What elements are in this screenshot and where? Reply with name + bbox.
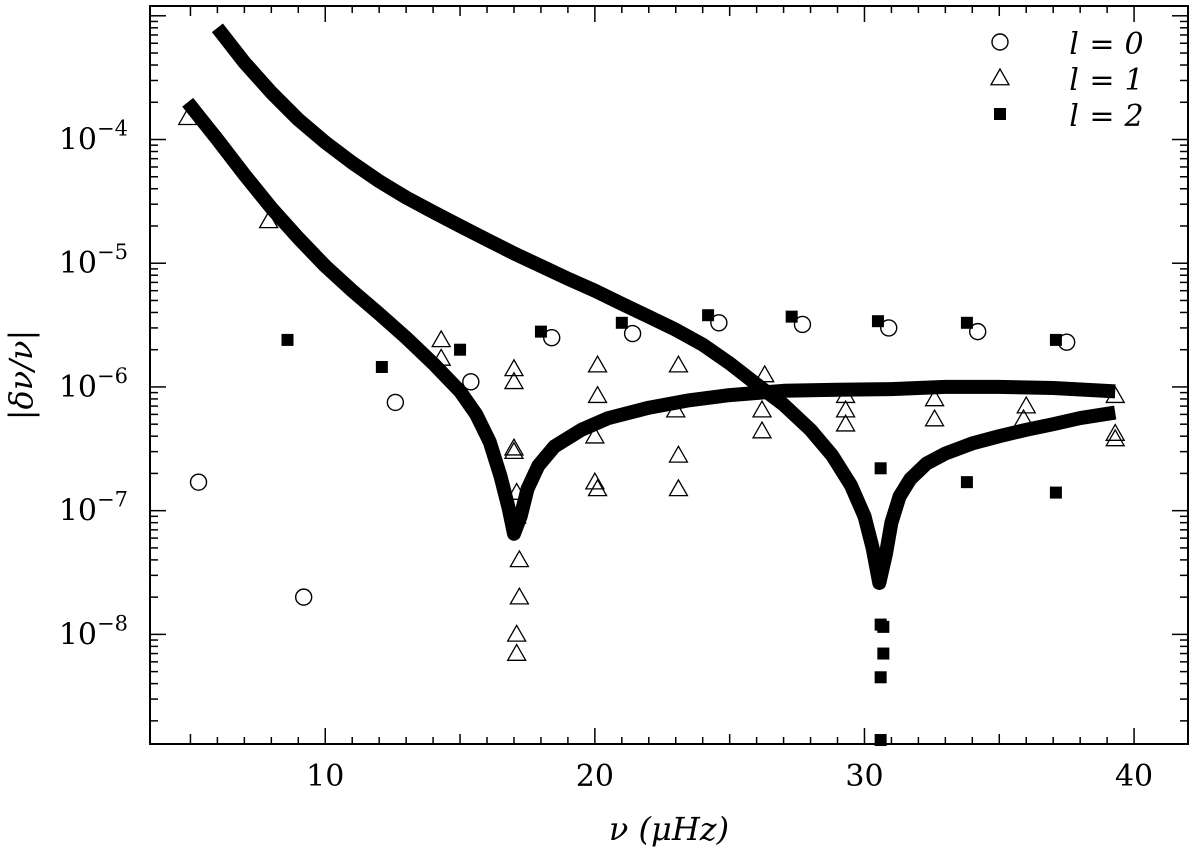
y-tick-label: 10−4 (59, 117, 128, 158)
x-tick-label: 30 (845, 759, 883, 794)
series-2-point-2 (454, 343, 467, 356)
series-1-point-0 (177, 107, 198, 126)
series-1-point-31 (1016, 395, 1037, 414)
series-1-point-22 (668, 478, 689, 497)
model-curve-1 (211, 23, 1117, 590)
series-0-point-1 (294, 588, 313, 606)
legend-var-2: l (1069, 99, 1079, 134)
series-1-point-24 (751, 399, 773, 418)
series-1-point-21 (668, 445, 689, 463)
y-tick-label: 10−7 (59, 488, 128, 529)
series-2-point-11 (877, 647, 890, 660)
series-1-point-1 (258, 210, 279, 229)
series-0-point-0 (189, 473, 208, 491)
series-0-point-7 (793, 315, 812, 334)
data-markers (177, 107, 1126, 747)
series-2-point-5 (702, 309, 715, 322)
series-2-point-1 (375, 360, 388, 373)
legend-eq-0: = (1089, 27, 1114, 62)
series-0-point-5 (623, 324, 642, 343)
series-1-point-30 (924, 408, 945, 427)
series-1-point-35 (1105, 428, 1126, 447)
series-1-point-29 (924, 388, 945, 407)
series-1-point-16 (584, 425, 605, 444)
y-axis-label: |δν/ν| (2, 330, 40, 421)
series-0-point-9 (969, 322, 987, 341)
series-1-point-11 (509, 586, 530, 605)
x-tick-label: 10 (306, 759, 344, 794)
series-2-point-4 (615, 316, 628, 329)
series-1-point-6 (503, 437, 525, 456)
series-1-point-26 (835, 385, 856, 404)
series-2-point-0 (281, 333, 294, 346)
legend-eq-1: = (1089, 63, 1114, 98)
series-1-point-2 (431, 329, 452, 348)
series-1-point-10 (509, 549, 530, 568)
series-2-point-14 (960, 316, 973, 329)
series-2-point-16 (1049, 333, 1062, 346)
series-1-point-19 (668, 354, 689, 373)
series-2-point-15 (960, 476, 973, 489)
series-1-point-23 (754, 364, 775, 383)
series-2-point-7 (871, 315, 884, 328)
series-1-point-14 (587, 354, 608, 373)
series-0-point-8 (880, 319, 898, 337)
series-2-point-17 (1049, 486, 1062, 499)
series-1-point-27 (835, 399, 856, 418)
legend-eq-2: = (1089, 99, 1114, 134)
axis-ticks (150, 6, 1188, 744)
y-tick-label: 10−6 (59, 364, 128, 405)
model-curve-2 (182, 97, 1116, 541)
series-2-point-12 (874, 671, 887, 684)
y-tick-label: 10−5 (59, 240, 128, 281)
series-1-point-8 (506, 482, 527, 500)
series-1-point-34 (1105, 423, 1126, 441)
series-1-point-5 (503, 371, 525, 390)
model-curves (182, 23, 1117, 590)
legend-marker-0 (991, 33, 1009, 51)
legend-marker-2 (994, 108, 1006, 120)
legend-var-0: l (1069, 27, 1079, 62)
legend-var-1: l (1069, 63, 1079, 98)
series-1-point-15 (587, 385, 608, 404)
series-1-point-9 (506, 506, 527, 524)
series-1-point-28 (835, 413, 856, 432)
series-0-point-4 (543, 329, 561, 347)
series-0-point-6 (710, 314, 728, 332)
x-tick-label: 20 (576, 759, 614, 794)
x-axis-label: ν (μHz) (609, 810, 729, 848)
series-1-point-7 (503, 441, 525, 460)
plot-frame (149, 5, 1189, 745)
series-1-point-18 (587, 478, 608, 497)
legend-marker-1 (989, 67, 1011, 86)
series-1-point-3 (431, 348, 452, 366)
series-2-point-10 (877, 620, 890, 633)
series-1-point-33 (1105, 385, 1126, 404)
legend-val-0: 0 (1124, 27, 1143, 62)
series-0-point-3 (462, 373, 480, 391)
axis-tick-labels: 10 20 30 40 10−8 10−7 10−6 10−5 10−4 (59, 117, 1153, 794)
series-1-point-32 (1013, 408, 1034, 427)
legend-val-1: 1 (1124, 63, 1143, 98)
y-tick-label: 10−8 (59, 611, 128, 652)
series-1-point-4 (503, 358, 525, 377)
series-2-point-3 (534, 325, 547, 338)
series-1-point-20 (665, 399, 686, 418)
series-2-point-6 (785, 310, 798, 323)
series-1-point-13 (506, 643, 527, 661)
series-2-point-8 (874, 462, 887, 475)
legend: l = 0 l = 1 l = 2 (989, 27, 1144, 134)
series-1-point-25 (751, 420, 773, 439)
series-1-point-17 (584, 471, 605, 490)
series-0-point-2 (386, 393, 405, 412)
legend-val-2: 2 (1123, 99, 1143, 134)
series-1-point-12 (506, 624, 527, 642)
x-tick-label: 40 (1115, 759, 1153, 794)
